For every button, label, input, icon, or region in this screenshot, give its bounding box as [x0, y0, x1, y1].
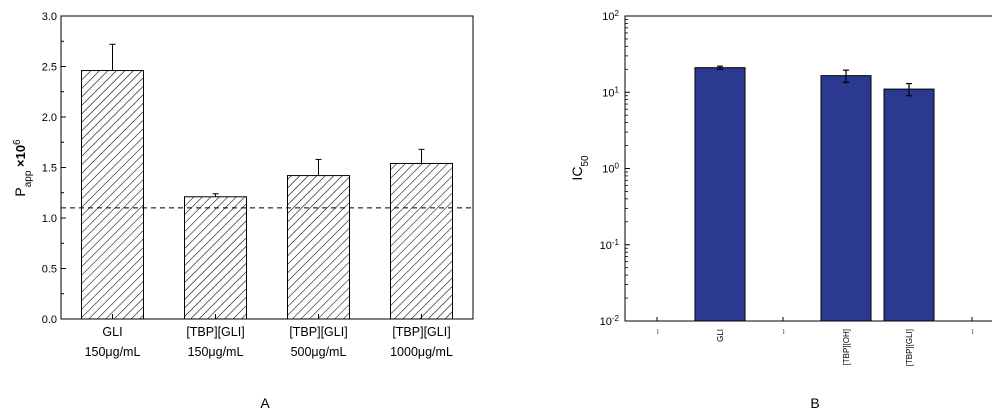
- chart-b-ytick-label: 10-2: [600, 314, 620, 329]
- chart-a-category-label: GLI: [102, 325, 122, 339]
- chart-a-category-sublabel: 500μg/mL: [291, 345, 347, 359]
- chart-b-bar: [694, 67, 746, 322]
- chart-a-ytick-label: 2.0: [42, 112, 57, 124]
- chart-a-category-label: [TBP][GLI]: [289, 325, 347, 339]
- chart-a-ytick-label: 0.0: [42, 314, 57, 326]
- chart-a-ylabel-mid: ×10: [13, 145, 28, 171]
- chart-b-ytick-label: 10-1: [600, 237, 620, 252]
- chart-a-category-sublabel: 150μg/mL: [85, 345, 141, 359]
- chart-a-bar: [390, 162, 453, 320]
- chart-b-category-label: --: [653, 329, 662, 335]
- chart-b-ylabel: IC50: [569, 155, 591, 181]
- chart-a-category-label: [TBP][GLI]: [392, 325, 450, 339]
- panel-label-a: A: [260, 395, 270, 410]
- chart-a-ylabel-sub: app: [23, 170, 34, 187]
- chart-a-ylabel-sup: 6: [12, 139, 23, 145]
- chart-a-ytick-label: 1.5: [42, 163, 57, 175]
- chart-a-category-label: [TBP][GLI]: [186, 325, 244, 339]
- chart-b-ytick-label: 102: [602, 9, 619, 24]
- chart-b-category-label: --: [779, 329, 788, 335]
- chart-b-frame: [624, 15, 992, 322]
- chart-b-category-label: GLI: [716, 329, 725, 342]
- chart-b-category-label: --: [968, 329, 977, 335]
- chart-b-ylabel-main: IC: [569, 167, 585, 181]
- chart-a-ytick-label: 2.5: [42, 62, 57, 74]
- chart-a-category-sublabel: 150μg/mL: [188, 345, 244, 359]
- chart-a-ytick-label: 3.0: [42, 11, 57, 23]
- chart-b-ytick-label: 101: [602, 85, 619, 100]
- chart-a-ylabel: Papp ×106: [12, 139, 34, 197]
- chart-a-bar: [81, 70, 144, 320]
- chart-b-ylabel-sub: 50: [580, 155, 591, 167]
- chart-b-category-label: [TBP][OH]: [842, 329, 851, 365]
- chart-a-ylabel-main: P: [12, 187, 28, 196]
- chart-b-bar: [883, 88, 935, 322]
- chart-b-ytick-label: 100: [602, 161, 619, 176]
- chart-b-bar: [820, 75, 872, 322]
- chart-a-bar: [287, 175, 350, 320]
- chart-a-ytick-label: 0.5: [42, 264, 57, 276]
- chart-a: 0.0 0.5 1.0 1.5 2.0 2.5 3.0 GLI 150μg/mL [TBP][G…: [12, 11, 474, 410]
- panel-label-b: B: [810, 395, 819, 410]
- chart-a-bar: [184, 196, 247, 320]
- chart-a-category-sublabel: 1000μg/mL: [390, 345, 453, 359]
- chart-b: 10-2 10-1 100 101 102 -- GLI -- [TBP][OH] [TBP][…: [569, 9, 992, 410]
- chart-b-category-label: [TBP][GLI]: [905, 329, 914, 366]
- chart-a-ytick-label: 1.0: [42, 213, 57, 225]
